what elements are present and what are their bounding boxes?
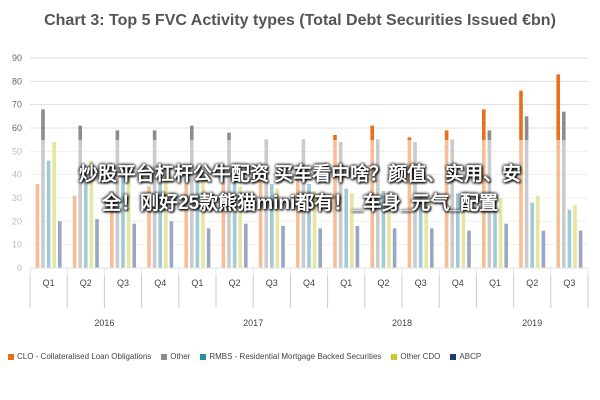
x-category-label: Q3	[117, 278, 129, 288]
legend-swatch	[200, 353, 207, 360]
legend-item: CLO - Collateralised Loan Obligations	[8, 352, 151, 361]
legend-item: RMBS - Residential Mortgage Backed Secur…	[200, 352, 381, 361]
x-category-label: Q4	[154, 278, 166, 288]
legend-label: RMBS - Residential Mortgage Backed Secur…	[209, 352, 382, 361]
legend-label: Other CDO	[400, 352, 441, 361]
x-year-label: 2016	[94, 318, 114, 328]
x-category-label: Q3	[563, 278, 575, 288]
overlay-caption-line-1: 炒股平台杠杆公牛配资 买车看中啥？颜值、实用、安	[78, 164, 522, 185]
x-year-label: 2017	[243, 318, 263, 328]
legend-swatch	[8, 353, 14, 360]
x-category-label: Q2	[229, 278, 241, 288]
watermark-overlay	[0, 140, 600, 275]
legend-item: Other CDO	[391, 352, 440, 361]
chart-title: Chart 3: Top 5 FVC Activity types (Total…	[44, 12, 556, 29]
x-category-label: Q4	[452, 278, 464, 288]
x-category-label: Q2	[526, 278, 538, 288]
x-category-label: Q2	[377, 278, 389, 288]
overlay-caption-line-2: 全！刚好25款熊猫mini都有！_车身_元气_配置	[102, 193, 498, 214]
x-category-label: Q2	[80, 278, 92, 288]
legend-swatch	[450, 353, 457, 360]
legend-swatch	[391, 353, 398, 360]
x-category-label: Q3	[266, 278, 278, 288]
y-tick-label: 80	[12, 76, 22, 86]
y-tick-label: 70	[12, 100, 22, 110]
x-category-label: Q1	[43, 278, 55, 288]
x-category-label: Q1	[191, 278, 203, 288]
y-tick-label: 60	[12, 123, 22, 133]
x-category-label: Q1	[340, 278, 352, 288]
x-category-label: Q4	[303, 278, 315, 288]
x-year-label: 2019	[522, 318, 542, 328]
legend-label: Other	[170, 352, 191, 361]
legend-label: CLO - Collateralised Loan Obligations	[17, 352, 152, 361]
y-tick-label: 90	[12, 53, 22, 63]
x-year-label: 2018	[392, 318, 412, 328]
overlay-caption: 炒股平台杠杆公牛配资 买车看中啥？颜值、实用、安 全！刚好25款熊猫mini都有…	[0, 160, 600, 218]
legend-item: Other	[161, 352, 190, 361]
legend-item: ABCP	[450, 352, 481, 361]
legend-swatch	[161, 353, 168, 360]
chart-legend: CLO - Collateralised Loan Obligations Oth…	[8, 352, 598, 366]
legend-label: ABCP	[459, 352, 482, 361]
x-category-label: Q1	[489, 278, 501, 288]
x-category-label: Q3	[415, 278, 427, 288]
